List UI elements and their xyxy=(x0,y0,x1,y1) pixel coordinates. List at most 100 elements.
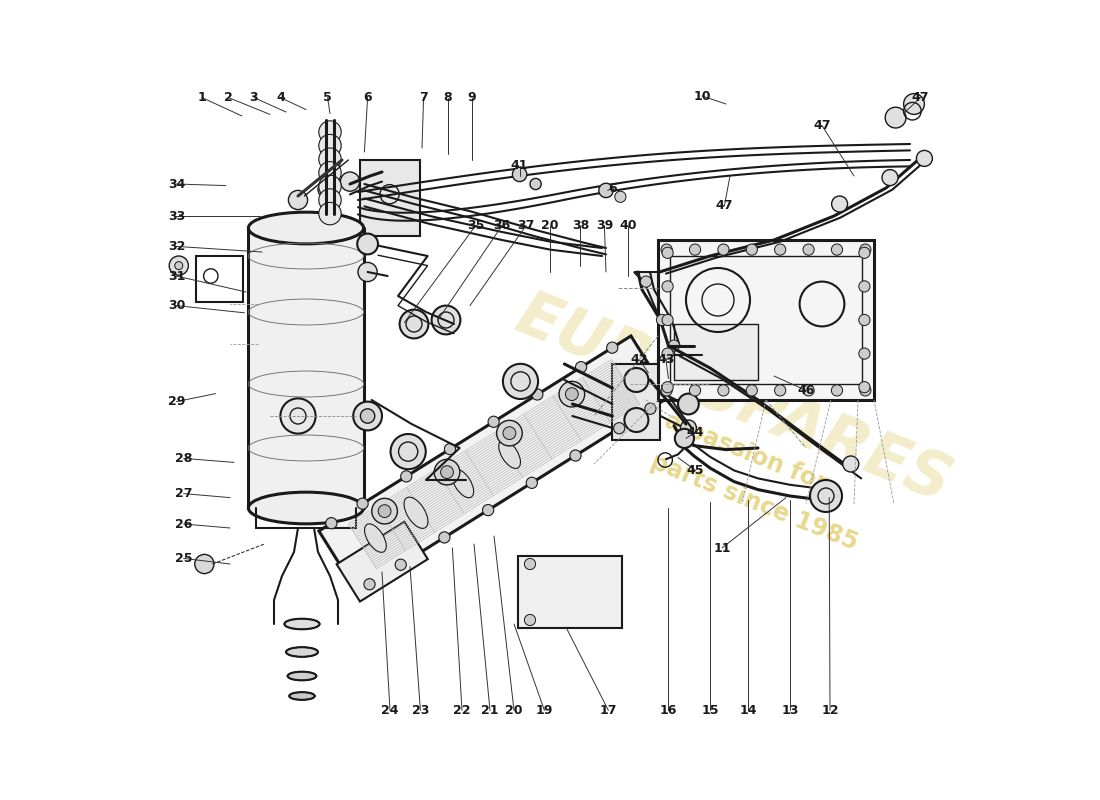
Circle shape xyxy=(674,429,694,448)
Text: 43: 43 xyxy=(658,354,674,366)
Circle shape xyxy=(319,162,341,184)
Circle shape xyxy=(364,578,375,590)
Text: 21: 21 xyxy=(482,704,498,717)
Circle shape xyxy=(353,402,382,430)
Polygon shape xyxy=(337,522,428,602)
Circle shape xyxy=(860,385,871,396)
Circle shape xyxy=(916,150,933,166)
Circle shape xyxy=(390,434,426,470)
Text: 10: 10 xyxy=(693,90,711,102)
Circle shape xyxy=(832,196,848,212)
Text: a passion for: a passion for xyxy=(661,409,830,495)
Circle shape xyxy=(669,340,680,351)
Polygon shape xyxy=(634,272,694,356)
Ellipse shape xyxy=(452,470,474,498)
Circle shape xyxy=(859,247,870,258)
Text: 33: 33 xyxy=(168,210,185,222)
Circle shape xyxy=(530,178,541,190)
Text: 38: 38 xyxy=(572,219,588,232)
Text: 39: 39 xyxy=(596,219,613,232)
Circle shape xyxy=(903,94,924,114)
Circle shape xyxy=(526,478,538,489)
Text: 25: 25 xyxy=(175,552,192,565)
Circle shape xyxy=(318,182,334,198)
Circle shape xyxy=(378,505,390,518)
Text: 29: 29 xyxy=(167,395,185,408)
Circle shape xyxy=(803,385,814,396)
Text: 47: 47 xyxy=(912,91,930,104)
Text: 34: 34 xyxy=(167,178,185,190)
Text: 11: 11 xyxy=(713,542,730,554)
Polygon shape xyxy=(518,556,622,628)
Circle shape xyxy=(431,306,461,334)
Circle shape xyxy=(661,385,672,396)
Circle shape xyxy=(615,191,626,202)
Circle shape xyxy=(575,362,586,373)
Circle shape xyxy=(444,443,455,454)
Circle shape xyxy=(662,281,673,292)
Circle shape xyxy=(662,348,673,359)
Circle shape xyxy=(882,170,898,186)
Text: EUROSPARES: EUROSPARES xyxy=(508,286,960,514)
Circle shape xyxy=(319,202,341,225)
Circle shape xyxy=(859,314,870,326)
Text: 26: 26 xyxy=(175,518,192,530)
Circle shape xyxy=(399,310,428,338)
Text: 6: 6 xyxy=(608,182,617,194)
Circle shape xyxy=(606,342,618,354)
Polygon shape xyxy=(674,324,758,380)
Ellipse shape xyxy=(364,524,386,552)
Circle shape xyxy=(832,385,843,396)
Circle shape xyxy=(400,470,411,482)
Circle shape xyxy=(657,314,668,326)
Text: 32: 32 xyxy=(167,240,185,253)
Circle shape xyxy=(395,559,406,570)
Text: 40: 40 xyxy=(619,219,637,232)
Circle shape xyxy=(678,394,698,414)
Circle shape xyxy=(832,244,843,255)
Circle shape xyxy=(513,167,527,182)
Text: 44: 44 xyxy=(686,426,704,438)
Circle shape xyxy=(774,385,785,396)
Circle shape xyxy=(358,234,378,254)
Circle shape xyxy=(565,388,579,401)
Circle shape xyxy=(319,121,341,143)
Text: 17: 17 xyxy=(600,704,617,717)
Circle shape xyxy=(843,456,859,472)
Text: 15: 15 xyxy=(702,704,718,717)
Text: 14: 14 xyxy=(739,704,757,717)
Circle shape xyxy=(525,558,536,570)
Ellipse shape xyxy=(285,618,320,630)
Circle shape xyxy=(859,382,870,393)
Polygon shape xyxy=(658,240,874,400)
Polygon shape xyxy=(319,336,669,592)
Ellipse shape xyxy=(249,212,364,244)
Text: 19: 19 xyxy=(536,704,553,717)
Text: 12: 12 xyxy=(822,704,838,717)
Ellipse shape xyxy=(498,440,520,469)
Text: 36: 36 xyxy=(494,219,510,232)
Circle shape xyxy=(746,244,758,255)
Circle shape xyxy=(280,398,316,434)
Text: 47: 47 xyxy=(813,119,830,132)
Text: 2: 2 xyxy=(224,91,233,104)
Circle shape xyxy=(288,190,308,210)
Circle shape xyxy=(358,262,377,282)
Circle shape xyxy=(441,466,453,478)
Circle shape xyxy=(681,420,696,436)
Ellipse shape xyxy=(289,692,315,700)
Circle shape xyxy=(746,385,758,396)
Text: 8: 8 xyxy=(443,91,452,104)
Circle shape xyxy=(810,480,842,512)
Text: 41: 41 xyxy=(510,159,528,172)
Circle shape xyxy=(503,426,516,439)
Circle shape xyxy=(531,389,543,400)
Circle shape xyxy=(319,134,341,157)
Text: 23: 23 xyxy=(411,704,429,717)
Circle shape xyxy=(340,172,360,191)
Circle shape xyxy=(319,148,341,170)
Circle shape xyxy=(439,532,450,543)
Circle shape xyxy=(718,385,729,396)
Circle shape xyxy=(718,244,729,255)
Text: 20: 20 xyxy=(505,704,522,717)
